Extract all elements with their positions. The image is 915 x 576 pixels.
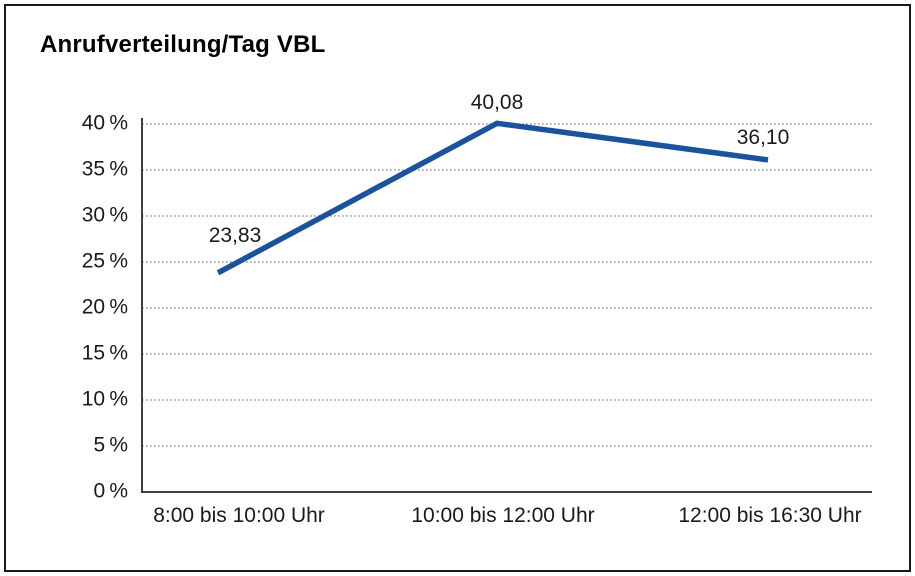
- data-value-label: 36,10: [736, 125, 790, 149]
- y-tick-label: 40 %: [81, 111, 128, 135]
- x-category-label: 12:00 bis 16:30 Uhr: [678, 504, 862, 527]
- y-tick-label: 35 %: [81, 157, 128, 181]
- chart-title: Anrufverteilung/Tag VBL: [40, 31, 326, 58]
- y-tick-label: 25 %: [81, 249, 128, 273]
- data-line: [216, 120, 769, 276]
- y-tick-label: 0 %: [93, 479, 128, 503]
- data-value-label: 40,08: [470, 91, 524, 115]
- x-category-label: 10:00 bis 12:00 Uhr: [411, 504, 595, 527]
- y-tick-label: 30 %: [81, 203, 128, 227]
- x-category-label: 8:00 bis 10:00 Uhr: [153, 504, 325, 527]
- gridlines: [142, 123, 872, 447]
- y-tick-label: 5 %: [93, 433, 128, 457]
- axes: [141, 118, 872, 493]
- y-tick-label: 20 %: [81, 295, 128, 319]
- y-tick-label: 10 %: [81, 387, 128, 411]
- y-tick-label: 15 %: [81, 341, 128, 365]
- data-value-label: 23,83: [208, 223, 262, 247]
